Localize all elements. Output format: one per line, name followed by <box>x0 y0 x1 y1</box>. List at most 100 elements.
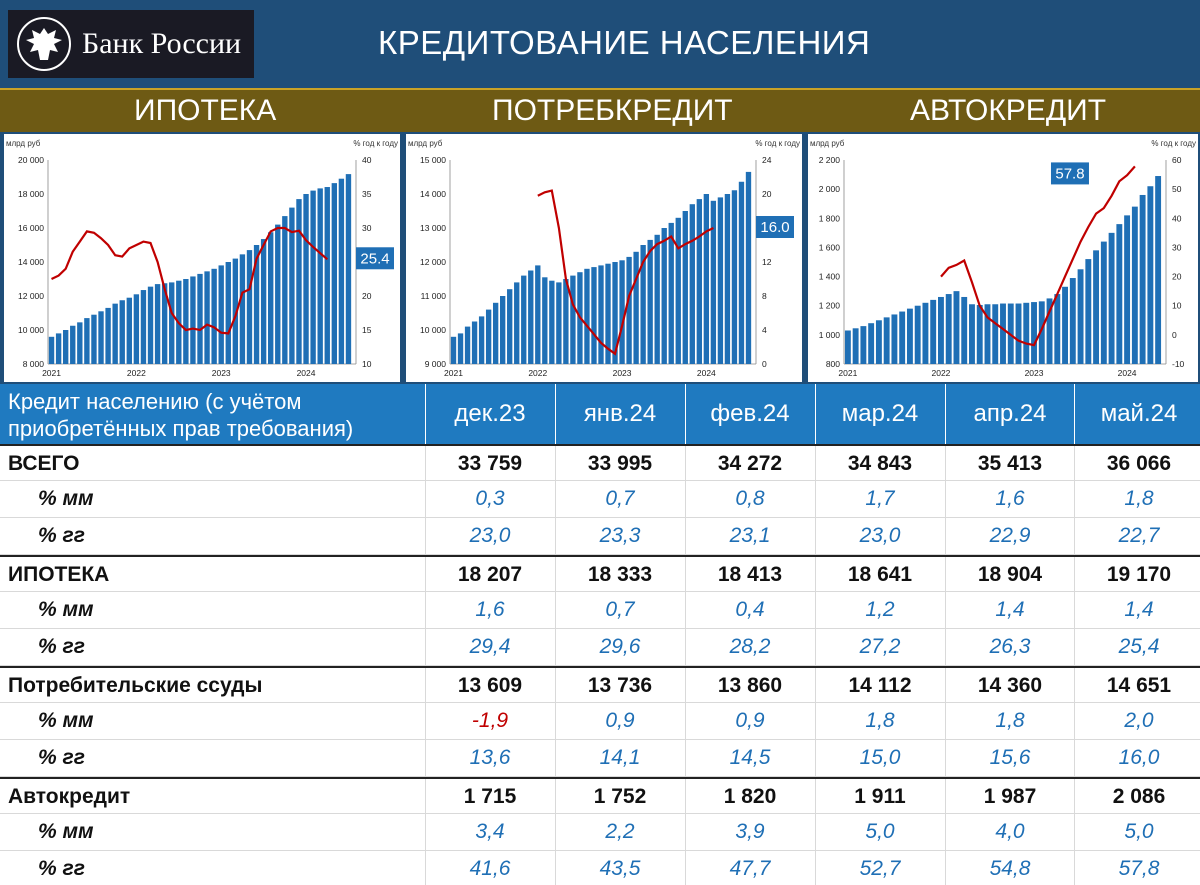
row-label: ИПОТЕКА <box>8 563 110 586</box>
x-tick-label: 2023 <box>613 368 632 378</box>
table-cell: 15,6 <box>989 746 1031 769</box>
table-cell: 2 086 <box>1112 785 1166 808</box>
table-row: % мм 3,4 2,2 3,9 5,0 4,0 5,0 <box>0 814 1200 851</box>
bar <box>542 277 548 364</box>
table-cell: 18 413 <box>717 563 783 586</box>
callout-box <box>356 247 394 270</box>
bar <box>570 275 576 364</box>
y-tick-label: 10 000 <box>420 325 446 335</box>
y-tick-label: 10 000 <box>18 325 44 335</box>
table-cell: 18 207 <box>457 563 523 586</box>
yoy-line <box>537 189 714 356</box>
bar <box>914 305 921 364</box>
y-tick-label: 1 400 <box>819 272 841 282</box>
table-row: % гг 41,6 43,5 47,7 52,7 54,8 57,8 <box>0 851 1200 885</box>
table-cell: 54,8 <box>989 857 1031 880</box>
bar <box>976 304 983 364</box>
bar <box>521 275 527 364</box>
table-row: % гг 29,4 29,6 28,2 27,2 26,3 25,4 <box>0 629 1200 666</box>
bar <box>112 303 118 364</box>
bank-logo: Банк России <box>8 10 254 78</box>
section-label-consumer: ПОТРЕБКРЕДИТ <box>492 94 733 127</box>
bar <box>471 321 478 364</box>
table-cell: 5,0 <box>865 820 895 843</box>
bar <box>1054 294 1061 364</box>
table-cell: 28,2 <box>729 635 771 658</box>
bar <box>98 311 104 364</box>
bar <box>338 178 345 364</box>
table-cell: 2,0 <box>1124 709 1154 732</box>
bar <box>119 300 125 364</box>
chart-panel-auto: млрд руб % год к году 800 1 000 1 200 1 400 1 … <box>808 134 1198 382</box>
bar <box>296 199 302 364</box>
row-sublabel: % мм <box>38 820 94 843</box>
table-title: Кредит населению (с учётом приобретённых… <box>8 388 353 442</box>
bar <box>140 290 147 364</box>
chart-panel-mortgage: млрд руб % год к году 8 000 10 000 12 000 14 … <box>4 134 400 382</box>
callout-value: 57.8 <box>1055 165 1084 182</box>
y-tick-label: 14 000 <box>420 189 446 199</box>
bar <box>612 262 618 364</box>
bar <box>77 322 83 364</box>
callout-box <box>1050 162 1089 185</box>
table-row: Потребительские ссуды 13 609 13 736 13 860 1… <box>0 666 1200 703</box>
bar <box>55 333 62 364</box>
logo-text: Банк России <box>82 27 242 60</box>
bar <box>478 316 485 364</box>
table-cell: 52,7 <box>859 857 901 880</box>
bar <box>675 217 681 364</box>
y2-tick-label: 0 <box>1172 330 1177 340</box>
callout-box <box>756 216 794 238</box>
bar <box>868 323 875 364</box>
y-tick-label: 1 000 <box>819 330 841 340</box>
bar <box>591 267 597 364</box>
bar <box>1155 176 1162 364</box>
y-tick-label: 12 000 <box>420 257 446 267</box>
yoy-line <box>940 165 1136 347</box>
bar <box>992 304 999 364</box>
bar <box>1100 241 1107 364</box>
table-cell: 33 759 <box>457 452 523 475</box>
table-cell: 3,9 <box>735 820 765 843</box>
table-cell: 0,7 <box>605 598 635 621</box>
table-cell: 1 987 <box>983 785 1037 808</box>
table-cell: 0,9 <box>735 709 765 732</box>
table-cell: 3,4 <box>475 820 505 843</box>
table-cell: 4,0 <box>995 820 1025 843</box>
bar <box>1046 298 1053 364</box>
data-table: ВСЕГО 33 759 33 995 34 272 34 843 35 413 36 06… <box>0 444 1200 885</box>
column-header: дек.23 <box>454 400 526 427</box>
eagle-emblem-icon <box>17 17 71 71</box>
bar <box>710 200 717 364</box>
header: Банк России КРЕДИТОВАНИЕ НАСЕЛЕНИЯ <box>0 0 1200 88</box>
table-cell: 1,2 <box>865 598 895 621</box>
table-cell: 22,7 <box>1118 524 1160 547</box>
y-tick-label: 1 200 <box>819 301 841 311</box>
x-tick-label: 2021 <box>838 368 857 378</box>
bar <box>1147 186 1154 364</box>
table-cell: 33 995 <box>587 452 653 475</box>
row-sublabel: % гг <box>38 635 85 658</box>
y-tick-label: 11 000 <box>421 291 447 301</box>
bar <box>70 325 76 364</box>
column-header: май.24 <box>1100 400 1178 427</box>
y-tick-label: 14 000 <box>18 257 44 267</box>
section-label-mortgage: ИПОТЕКА <box>134 94 277 127</box>
table-header: Кредит населению (с учётом приобретённых… <box>0 384 1200 444</box>
bar <box>703 194 710 364</box>
table-cell: 18 333 <box>587 563 653 586</box>
row-sublabel: % гг <box>38 857 85 880</box>
table-cell: 0,4 <box>735 598 765 621</box>
y-tick-label: 1 600 <box>819 242 841 252</box>
bar <box>464 326 471 364</box>
table-cell: 0,7 <box>605 487 635 510</box>
y2-tick-label: -10 <box>1172 359 1185 369</box>
table-cell: 23,0 <box>859 524 901 547</box>
bar <box>535 265 541 364</box>
bar <box>190 276 196 364</box>
table-cell: 14,1 <box>599 746 641 769</box>
bar <box>457 333 464 364</box>
y-axis-unit: млрд руб <box>6 139 41 148</box>
x-tick-label: 2022 <box>931 368 950 378</box>
bar <box>289 207 295 364</box>
